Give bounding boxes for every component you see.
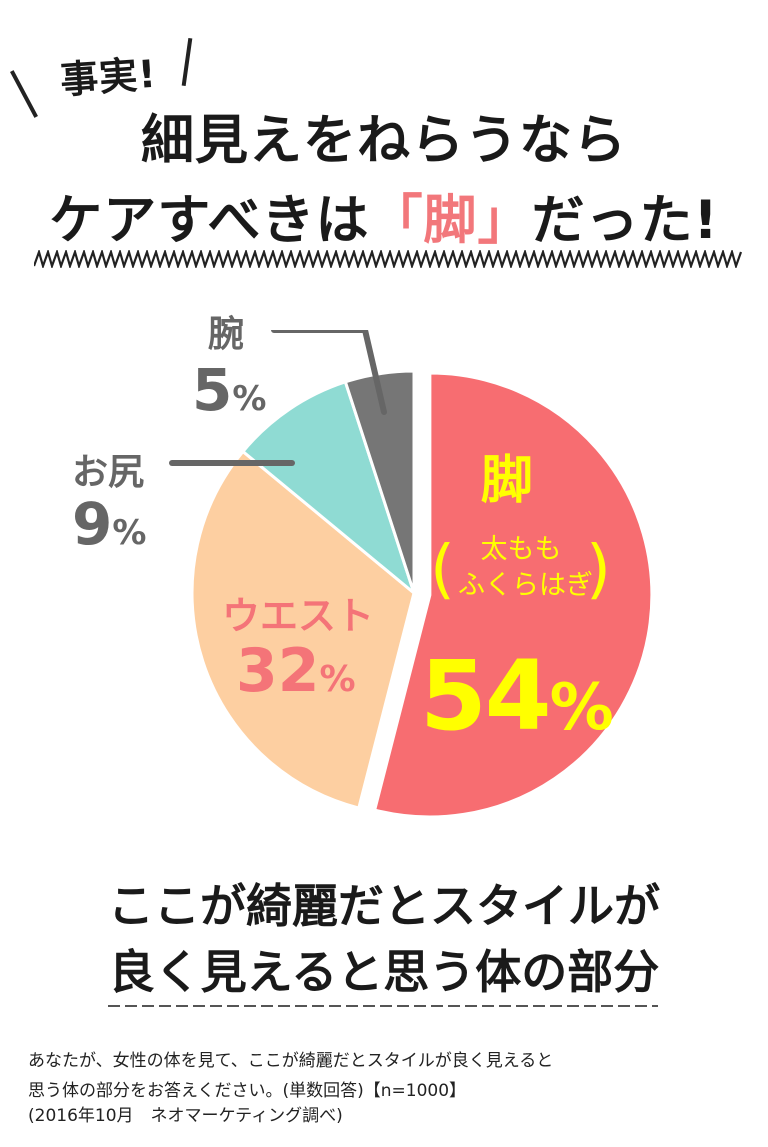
slash-right-decoration [181, 37, 193, 87]
hip-value-unit: % [112, 513, 147, 553]
leg-paren-close: ) [586, 533, 611, 607]
dashed-divider [108, 1005, 658, 1007]
leg-sublabel-thigh: 太もも [480, 534, 562, 565]
headline-line-2: ケアすべきは「脚」だった! [0, 178, 768, 254]
leg-value-number: 54 [420, 640, 552, 752]
zigzag-line [34, 250, 743, 268]
pie-slices [190, 369, 654, 819]
waist-value-unit: % [319, 659, 356, 700]
arm-slice [343, 369, 416, 594]
hip-value-number: 9 [72, 490, 113, 558]
chart-caption-line-1: ここが綺麗だとスタイルが [108, 879, 660, 933]
waist-value-number: 32 [236, 636, 320, 706]
hip-slice-label: お尻 [72, 452, 145, 493]
fact-tag: 事実! [0, 28, 230, 118]
chart-caption-line-2: 良く見えると思う体の部分 [108, 945, 660, 999]
survey-note-line-1: あなたが、女性の体を見て、ここが綺麗だとスタイルが良く見えると [28, 1051, 554, 1071]
waist-slice [190, 449, 416, 810]
leg-slice-label: 脚 [480, 451, 533, 511]
arm-value-number: 5 [192, 356, 233, 424]
headline-line-1: 細見えをねらうなら [141, 110, 627, 171]
arm-leader-line [271, 330, 387, 415]
arm-slice-label: 腕 [208, 314, 245, 355]
fact-tag-text: 事実! [58, 51, 159, 103]
waist-slice-label: ウエスト [222, 594, 375, 638]
waist-slice-value: 32% [236, 636, 356, 706]
survey-source: (2016年10月 ネオマーケティング調べ) [28, 1106, 343, 1126]
headline-line-2-pre: ケアすべきは [49, 190, 370, 251]
leg-slice-sublabel: 太もも ふくらはぎ [458, 532, 593, 604]
leg-paren-open: ( [430, 533, 455, 607]
arm-slice-value: 5% [192, 356, 266, 424]
pie-chart [169, 330, 654, 819]
leg-slice-value: 54% [420, 640, 614, 752]
leg-slice [372, 371, 654, 819]
hip-slice-value: 9% [72, 490, 146, 558]
survey-note-line-2: 思う体の部分をお答えください。(単数回答)【n=1000】 [28, 1081, 467, 1101]
leg-sublabel-calf: ふくらはぎ [458, 570, 593, 601]
leg-value-unit: % [549, 671, 614, 745]
leader-lines [169, 330, 387, 466]
arm-value-unit: % [232, 379, 267, 419]
headline-highlight: 「脚」 [369, 190, 532, 251]
zigzag-divider [34, 250, 743, 268]
hip-slice [240, 379, 418, 598]
headline-line-2-post: だった! [531, 190, 719, 251]
